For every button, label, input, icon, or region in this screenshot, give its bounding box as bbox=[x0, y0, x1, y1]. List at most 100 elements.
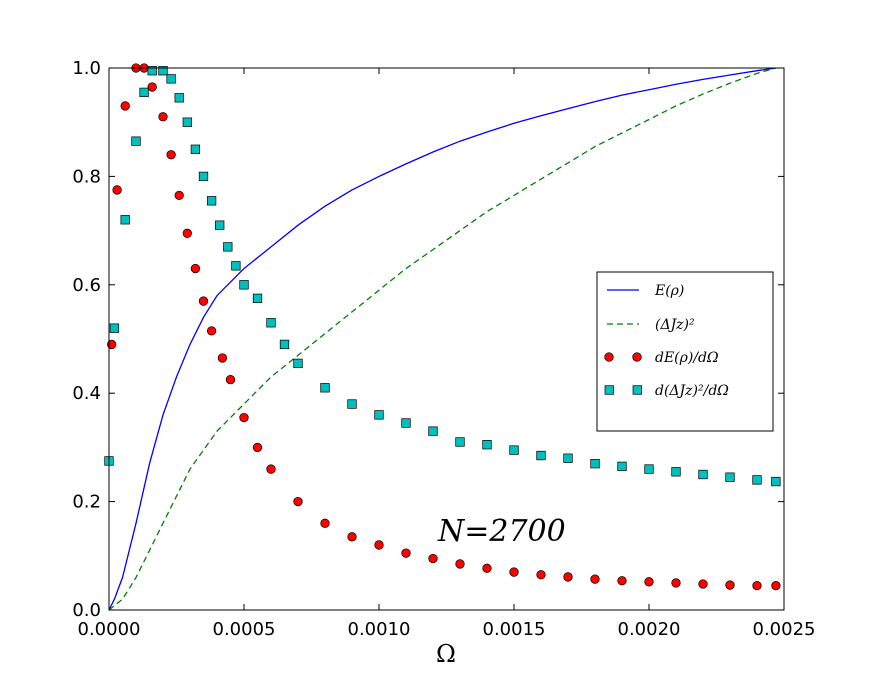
data-point bbox=[698, 469, 708, 480]
data-point bbox=[590, 574, 600, 584]
data-point bbox=[206, 326, 217, 336]
data-point bbox=[347, 532, 357, 542]
data-point bbox=[320, 518, 330, 528]
legend-swatch bbox=[632, 385, 642, 395]
data-point bbox=[174, 190, 184, 201]
legend-swatch bbox=[604, 385, 614, 395]
data-point bbox=[107, 339, 117, 350]
data-point bbox=[120, 215, 130, 225]
x-axis-title: Ω bbox=[436, 640, 456, 668]
y-tick-label: 1.0 bbox=[72, 58, 101, 79]
data-point bbox=[428, 553, 438, 564]
y-tick-label: 0.2 bbox=[72, 492, 101, 513]
data-point bbox=[215, 220, 225, 230]
series-line-0 bbox=[109, 68, 776, 610]
data-point bbox=[401, 548, 411, 558]
data-point bbox=[671, 578, 681, 588]
data-point bbox=[482, 440, 492, 450]
legend-swatch bbox=[604, 352, 614, 362]
data-point bbox=[198, 296, 209, 306]
data-point bbox=[374, 410, 384, 420]
data-point bbox=[279, 339, 290, 350]
data-point bbox=[266, 318, 276, 328]
legend-label: dE(ρ)/dΩ bbox=[655, 350, 719, 366]
x-tick-label: 0.0020 bbox=[618, 619, 681, 640]
legend: E(ρ) (ΔJz)² dE(ρ)/dΩ d(ΔJz)²/dΩ bbox=[596, 271, 774, 432]
series-3 bbox=[104, 66, 781, 487]
data-point bbox=[536, 570, 546, 580]
data-point bbox=[158, 112, 168, 122]
data-point bbox=[131, 136, 141, 146]
legend-label: E(ρ) bbox=[654, 283, 684, 299]
data-point bbox=[190, 263, 201, 274]
legend-entry: dE(ρ)/dΩ bbox=[604, 350, 719, 366]
legend-swatch bbox=[632, 352, 642, 362]
data-point bbox=[725, 580, 735, 590]
x-tick-label: 0.0000 bbox=[78, 619, 141, 640]
data-point bbox=[644, 464, 654, 474]
data-point bbox=[206, 196, 217, 206]
series-1 bbox=[109, 68, 777, 610]
data-point bbox=[147, 82, 157, 92]
x-tick-label: 0.0015 bbox=[483, 619, 546, 640]
data-point bbox=[293, 496, 303, 507]
legend-label: d(ΔJz)²/dΩ bbox=[655, 383, 729, 399]
series-layer bbox=[104, 63, 781, 610]
data-point bbox=[231, 261, 241, 271]
data-point bbox=[120, 101, 130, 111]
data-point bbox=[198, 171, 209, 182]
series-0 bbox=[109, 68, 776, 610]
x-tick-label: 0.0005 bbox=[213, 619, 276, 640]
data-point bbox=[225, 375, 236, 385]
x-tick-label: 0.0010 bbox=[348, 619, 411, 640]
data-point bbox=[671, 467, 681, 477]
data-point bbox=[482, 563, 492, 573]
data-point bbox=[563, 572, 573, 582]
data-point bbox=[217, 353, 228, 363]
y-tick-label: 0.4 bbox=[72, 383, 101, 404]
data-point bbox=[698, 579, 708, 589]
data-point bbox=[401, 418, 411, 428]
data-point bbox=[147, 66, 157, 76]
data-point bbox=[266, 464, 276, 474]
data-point bbox=[347, 399, 357, 409]
data-point bbox=[752, 475, 762, 485]
data-point bbox=[509, 445, 519, 455]
axis-layer: 0.0000 0.0005 0.0010 0.0015 0.0020 0.0025 0.0 0… bbox=[72, 58, 815, 640]
data-point bbox=[509, 567, 519, 577]
data-point bbox=[374, 540, 384, 550]
data-point bbox=[239, 280, 249, 290]
annotation-n-value: N=2700 bbox=[437, 514, 566, 549]
data-point bbox=[252, 293, 263, 303]
data-point bbox=[239, 412, 249, 423]
y-tick-label: 0.6 bbox=[72, 275, 101, 296]
data-point bbox=[223, 242, 233, 252]
legend-box bbox=[596, 271, 774, 432]
data-point bbox=[166, 150, 176, 160]
series-line-1 bbox=[109, 68, 777, 610]
legend-entry: d(ΔJz)²/dΩ bbox=[604, 383, 729, 399]
data-point bbox=[182, 228, 192, 238]
data-point bbox=[112, 185, 122, 195]
data-point bbox=[455, 437, 465, 447]
legend-entry: (ΔJz)² bbox=[607, 317, 695, 333]
data-point bbox=[590, 459, 600, 469]
data-point bbox=[771, 476, 781, 487]
data-point bbox=[190, 144, 201, 154]
legend-entry: E(ρ) bbox=[607, 283, 684, 299]
data-point bbox=[752, 580, 762, 591]
data-point bbox=[182, 117, 192, 127]
plot-frame bbox=[108, 67, 785, 611]
data-point bbox=[428, 426, 438, 436]
data-point bbox=[109, 323, 120, 333]
data-point bbox=[771, 580, 781, 591]
data-point bbox=[455, 559, 465, 569]
data-point bbox=[563, 453, 573, 463]
y-tick-label: 0.8 bbox=[72, 166, 101, 187]
y-tick-label: 0.0 bbox=[72, 600, 101, 621]
data-point bbox=[644, 577, 654, 587]
data-point bbox=[174, 93, 184, 103]
data-point bbox=[320, 383, 330, 393]
data-point bbox=[158, 66, 168, 76]
data-point bbox=[617, 576, 627, 586]
